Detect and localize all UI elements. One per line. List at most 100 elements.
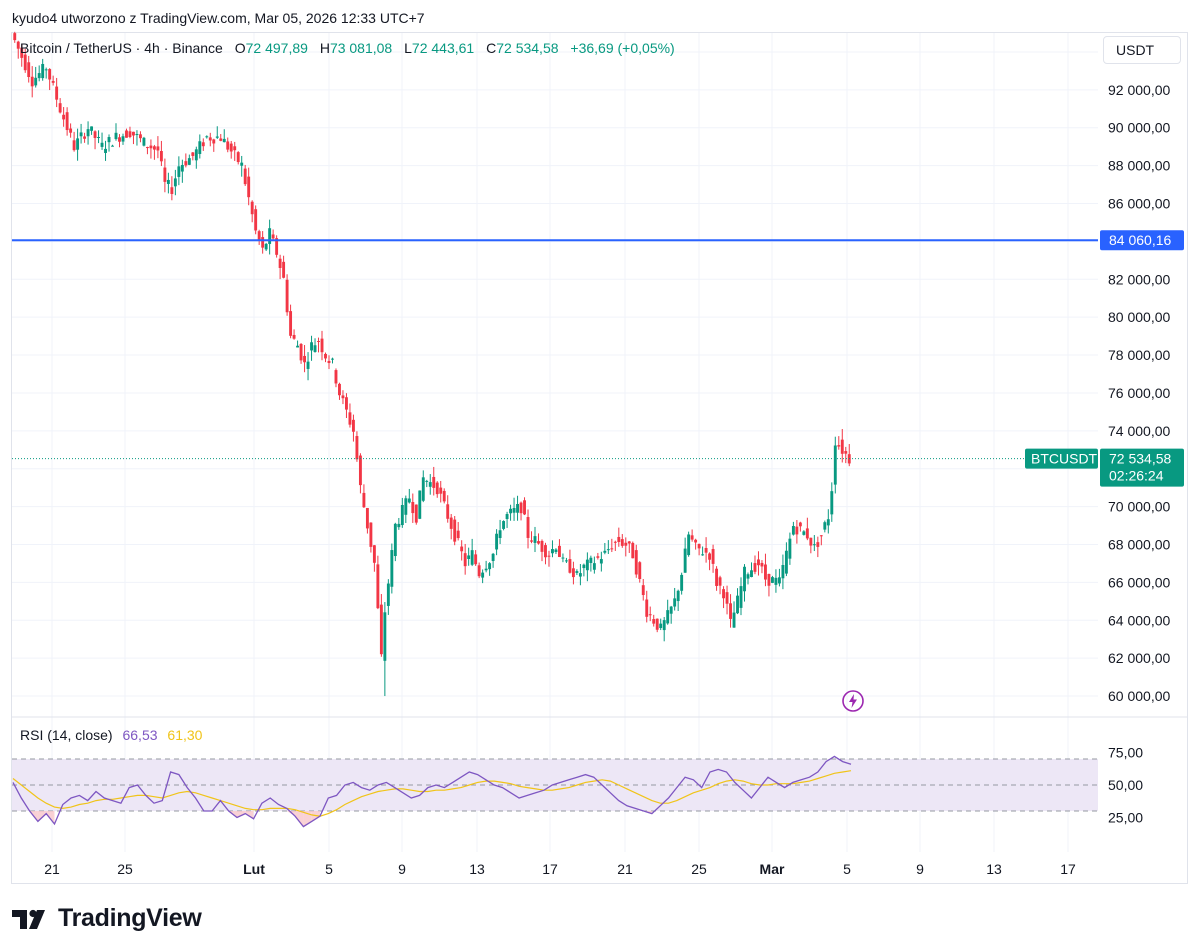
candle-body: [226, 141, 230, 150]
candle-body: [844, 451, 848, 454]
candle-body: [627, 541, 631, 544]
candle-body: [30, 76, 34, 87]
candle-body: [407, 498, 411, 503]
candle-body: [177, 166, 181, 177]
price-tick-label: 92 000,00: [1108, 82, 1170, 98]
time-tick-label: 21: [617, 861, 633, 877]
candle-body: [826, 519, 830, 526]
low-label: L: [404, 40, 412, 56]
time-tick-label: 25: [691, 861, 707, 877]
candle-body: [229, 143, 233, 152]
candle-body: [840, 439, 844, 454]
countdown-label: 02:26:24: [1109, 468, 1164, 484]
candle-body: [704, 547, 708, 553]
candle-body: [13, 33, 17, 41]
candle-body: [205, 136, 209, 138]
currency-selector[interactable]: USDT: [1103, 36, 1181, 64]
candle-body: [442, 490, 446, 502]
candle-body: [414, 504, 418, 523]
candle-body: [306, 361, 310, 369]
candle-body: [568, 559, 572, 573]
candle-body: [83, 136, 87, 139]
candle-body: [722, 589, 725, 599]
candle-body: [23, 54, 27, 71]
candle-body: [571, 568, 575, 578]
candle-body: [376, 564, 380, 609]
candle-body: [145, 147, 149, 149]
lightning-icon[interactable]: [841, 689, 865, 713]
candle-body: [428, 482, 432, 487]
candle-body: [166, 179, 170, 184]
candle-body: [757, 559, 760, 566]
candle-body: [770, 577, 774, 583]
candle-body: [372, 545, 376, 563]
candle-body: [516, 504, 519, 513]
candle-body: [142, 137, 146, 146]
candle-body: [446, 504, 450, 519]
candle-body: [128, 131, 132, 137]
high-label: H: [319, 40, 330, 56]
candle-body: [666, 610, 670, 624]
time-tick-label: 21: [44, 861, 60, 877]
candle-body: [268, 228, 272, 244]
candle-body: [585, 559, 589, 571]
candle-body: [48, 69, 52, 80]
candle-body: [27, 62, 31, 78]
candle-body: [236, 152, 240, 163]
candle-body: [732, 612, 736, 628]
horizontal-line-tag: [1100, 230, 1184, 251]
rsi-tick-label: 75,00: [1108, 745, 1143, 761]
candle-body: [638, 562, 642, 579]
candle-body: [320, 338, 324, 353]
candle-body: [725, 592, 729, 604]
candle-body: [400, 505, 404, 526]
candle-body: [812, 544, 816, 546]
candle-body: [243, 168, 247, 185]
symbol-legend[interactable]: Bitcoin / TetherUS · 4h · Binance O72 49…: [20, 40, 675, 56]
candle-body: [173, 178, 177, 187]
symbol-tag: [1025, 448, 1098, 469]
candle-body: [69, 128, 73, 133]
candle-body: [599, 559, 603, 564]
price-tick-label: 78 000,00: [1108, 347, 1170, 363]
footer-wordmark: TradingView: [58, 904, 202, 932]
candle-body: [90, 126, 94, 131]
candle-body: [34, 77, 38, 86]
footer-brand[interactable]: TradingView: [12, 904, 202, 933]
price-tick-label: 88 000,00: [1108, 158, 1170, 174]
rsi-value: 66,53: [122, 727, 158, 743]
candle-body: [523, 500, 526, 515]
symbol-title[interactable]: Bitcoin / TetherUS · 4h · Binance: [20, 40, 223, 56]
candle-body: [837, 445, 841, 447]
candle-body: [418, 490, 422, 519]
candle-body: [355, 436, 359, 460]
candle-body: [93, 131, 97, 138]
candle-body: [819, 535, 823, 537]
candle-body: [449, 517, 453, 529]
rsi-legend[interactable]: RSI (14, close) 66,53 61,30: [20, 727, 202, 743]
candle-body: [624, 542, 628, 546]
rsi-title[interactable]: RSI (14, close): [20, 727, 113, 743]
candle-body: [208, 137, 212, 141]
candle-body: [613, 541, 617, 543]
chart-frame[interactable]: [11, 32, 1188, 884]
time-tick-label: 9: [398, 861, 406, 877]
candle-body: [348, 412, 352, 425]
candle-body: [121, 136, 125, 142]
candle-body: [802, 531, 806, 535]
candle-body: [432, 476, 436, 488]
candle-body: [170, 187, 174, 194]
grid: [12, 33, 1188, 852]
candle-body: [711, 549, 715, 564]
price-tick-label: 64 000,00: [1108, 612, 1170, 628]
candle-body: [264, 243, 268, 250]
candle-body: [659, 623, 663, 629]
rsi-line: [12, 755, 852, 828]
candle-body: [125, 130, 128, 138]
candle-body: [788, 538, 792, 559]
close-value: 72 534,58: [496, 40, 559, 56]
candle-body: [111, 145, 114, 147]
candle-body: [718, 577, 722, 586]
